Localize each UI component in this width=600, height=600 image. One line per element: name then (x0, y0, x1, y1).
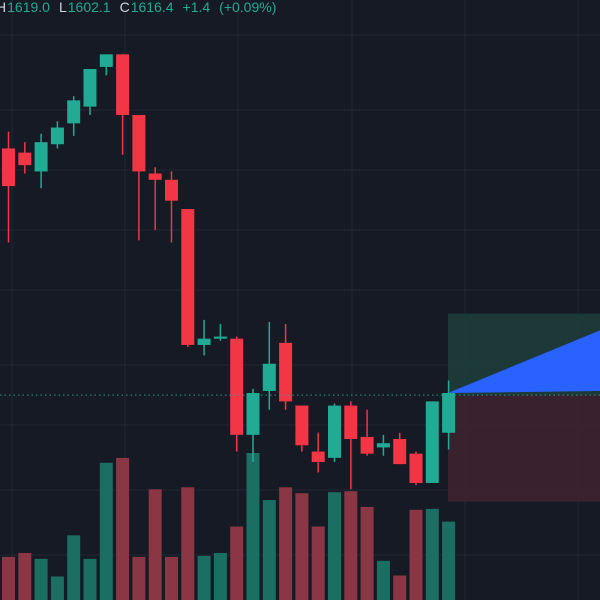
volume-bar (116, 457, 130, 600)
volume-bar (344, 491, 358, 600)
candle-body (67, 100, 81, 124)
candle-body (2, 148, 15, 187)
candle-body (50, 127, 64, 145)
candle-body (425, 401, 439, 483)
change-value: +1.4 (182, 0, 211, 15)
volume-bar (132, 556, 146, 600)
volume-bar (376, 560, 390, 600)
candle-body (230, 338, 244, 435)
volume-bar (279, 487, 293, 600)
volume-bar (246, 453, 260, 600)
candle-body (393, 439, 407, 465)
projection-wedge (448, 330, 600, 394)
candle-body (360, 436, 374, 454)
candle-body (344, 405, 358, 440)
volume-bar (197, 555, 211, 600)
candle-body (442, 393, 456, 433)
candle-body (376, 443, 390, 448)
volume-bar (213, 552, 227, 600)
volume-bars (2, 453, 456, 600)
stop-zone (448, 395, 600, 502)
candle-body (246, 393, 260, 435)
ohlc-legend: H 1619.0 L 1602.1 C 1616.4 +1.4 (+0.09%) (0, 0, 285, 17)
low-value: 1602.1 (67, 0, 111, 15)
candlesticks (2, 54, 456, 490)
candle-body (34, 142, 48, 172)
volume-bar (295, 493, 309, 600)
candle-body (99, 54, 113, 67)
candle-body (197, 338, 211, 345)
low-label: L (58, 0, 67, 15)
volume-bar (83, 558, 97, 600)
volume-bar (99, 462, 113, 600)
volume-bar (165, 556, 178, 600)
volume-bar (2, 556, 15, 600)
candle-body (409, 453, 423, 483)
volume-bar (393, 575, 407, 600)
close-label: C (119, 0, 130, 15)
volume-bar (360, 506, 374, 600)
candle-body (262, 363, 276, 391)
volume-bar (328, 492, 341, 600)
candle-body (83, 68, 97, 107)
high-value: 1619.0 (7, 0, 50, 15)
volume-bar (311, 526, 325, 600)
price-overlays (0, 330, 600, 396)
close-value: 1616.4 (130, 0, 174, 15)
candle-body (279, 342, 293, 402)
candle-body (328, 405, 341, 458)
volume-bar (230, 526, 244, 600)
candle-body (311, 451, 325, 463)
volume-bar (409, 509, 423, 600)
volume-bar (442, 521, 456, 600)
volume-bar (50, 576, 64, 600)
candle-body (165, 179, 178, 201)
high-label: H (0, 0, 7, 15)
volume-bar (34, 558, 48, 600)
volume-bar (67, 535, 81, 600)
candle-body (213, 336, 227, 339)
candle-body (116, 54, 130, 115)
candle-body (132, 114, 146, 172)
volume-bar (425, 508, 439, 600)
volume-bar (18, 552, 32, 600)
change-percent: (+0.09%) (219, 0, 277, 15)
volume-bar (262, 500, 276, 600)
candle-body (295, 405, 309, 446)
volume-bar (148, 489, 162, 600)
candle-body (148, 173, 162, 180)
candle-body (18, 152, 32, 166)
volume-bar (181, 487, 195, 600)
candle-body (181, 209, 195, 345)
